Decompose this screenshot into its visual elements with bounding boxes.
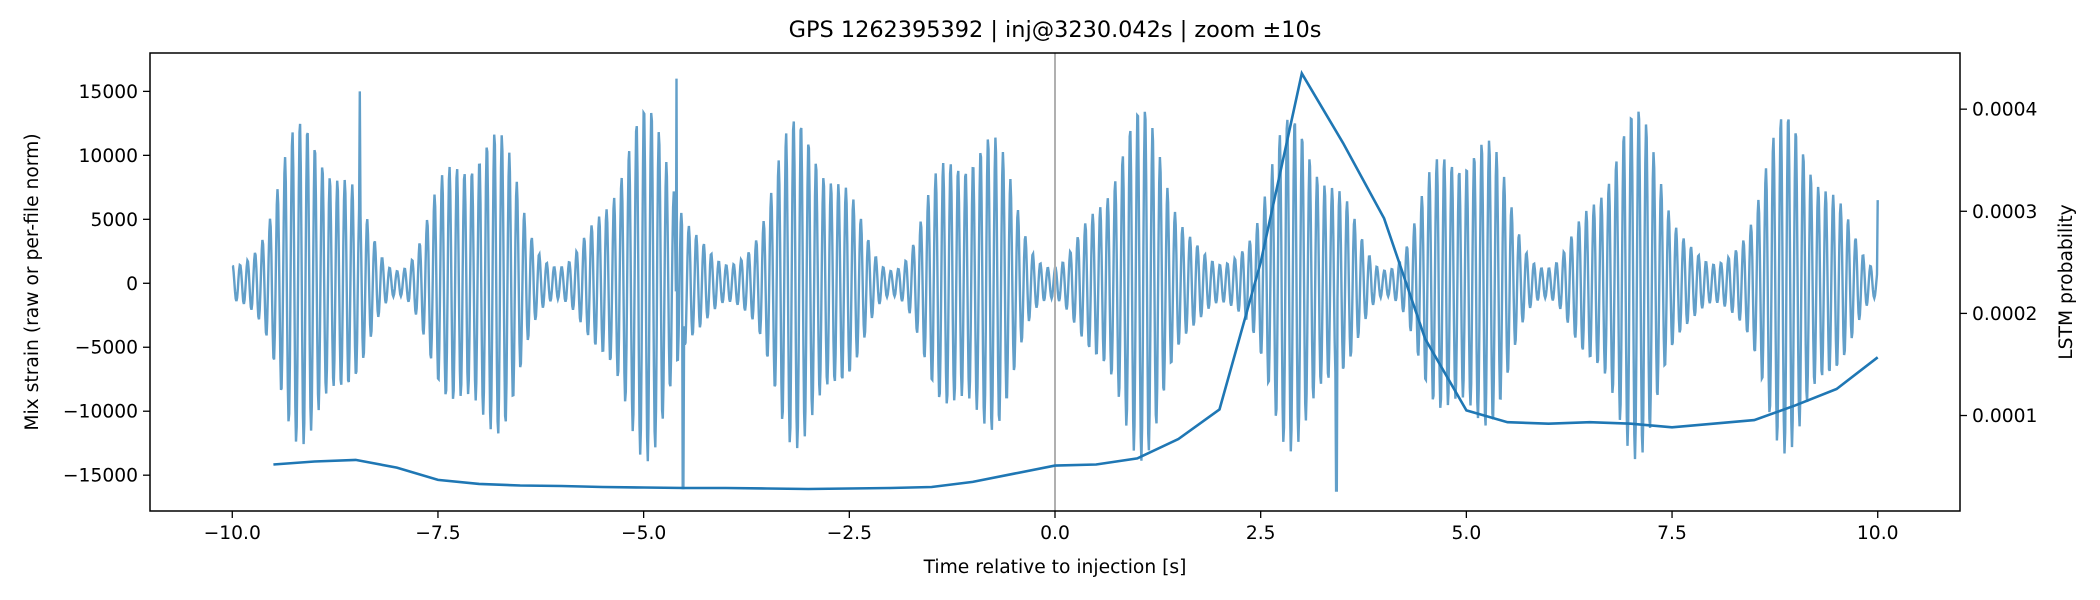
x-tick-label: −2.5 — [827, 523, 872, 544]
y-tick-label: 0 — [126, 274, 138, 295]
y2-tick-label: 0.0003 — [1972, 202, 2037, 223]
y2-tick-label: 0.0004 — [1972, 100, 2037, 121]
y-tick-label: −5000 — [75, 338, 138, 359]
y-tick-label: 15000 — [79, 82, 138, 103]
chart-title: GPS 1262395392 | inj@3230.042s | zoom ±1… — [789, 17, 1322, 43]
y-axis-left: −15000 −10000 −5000 0 5000 10000 15000 — [63, 82, 150, 487]
y2-tick-label: 0.0002 — [1972, 304, 2037, 325]
x-tick-label: 7.5 — [1657, 523, 1687, 544]
x-axis-title: Time relative to injection [s] — [923, 557, 1187, 578]
y-tick-label: −10000 — [63, 402, 138, 423]
x-axis: −10.0 −7.5 −5.0 −2.5 0.0 2.5 5.0 7.5 10.0 — [204, 511, 1899, 544]
y-tick-label: −15000 — [63, 466, 138, 487]
x-tick-label: 5.0 — [1451, 523, 1481, 544]
y2-axis-title: LSTM probability — [2056, 204, 2077, 359]
x-tick-label: 2.5 — [1246, 523, 1276, 544]
y-axis-title: Mix strain (raw or per-file norm) — [22, 133, 43, 430]
y-axis-right: 0.0001 0.0002 0.0003 0.0004 — [1960, 100, 2037, 427]
y2-tick-label: 0.0001 — [1972, 406, 2037, 427]
y-tick-label: 10000 — [79, 146, 138, 167]
x-tick-label: −10.0 — [204, 523, 261, 544]
x-tick-label: 0.0 — [1040, 523, 1070, 544]
probability-series-line — [273, 69, 1879, 491]
x-tick-label: −7.5 — [415, 523, 460, 544]
x-tick-label: 10.0 — [1857, 523, 1899, 544]
y-tick-label: 5000 — [90, 210, 138, 231]
x-tick-label: −5.0 — [621, 523, 666, 544]
